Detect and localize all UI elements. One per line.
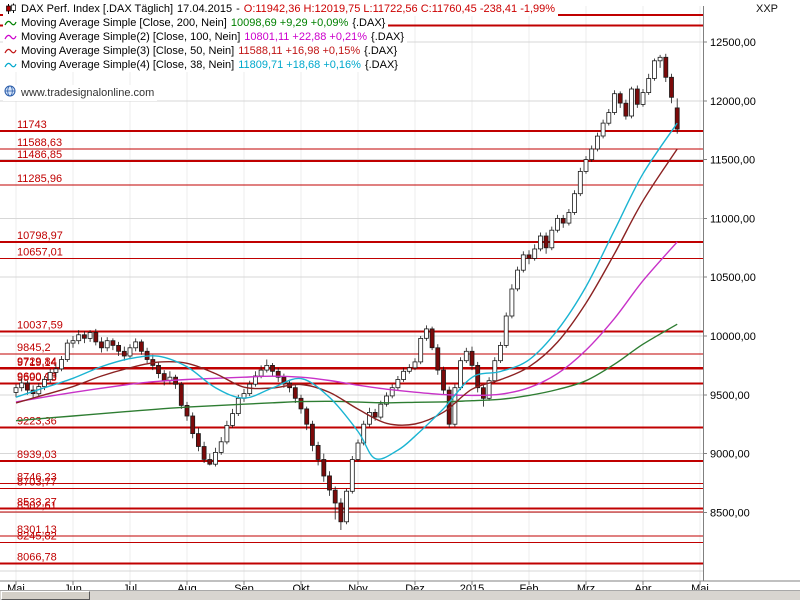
price-level-label: 11285,96 xyxy=(17,173,62,185)
price-level-label: 9845,2 xyxy=(17,342,51,354)
ma-curve-icon xyxy=(4,60,17,70)
ma-label: Moving Average Simple [Close, 200, Nein] xyxy=(21,17,227,29)
ma-legend-row-100: Moving Average Simple(2) [Close, 100, Ne… xyxy=(3,30,408,44)
price-level-label: 8301,13 xyxy=(17,524,57,536)
ma-legend-row-50: Moving Average Simple(3) [Close, 50, Nei… xyxy=(3,44,401,58)
ohlc-values: O:11942,36 H:12019,75 L:11722,56 C:11760… xyxy=(243,3,556,15)
watermark-url: www.tradesignalonline.com xyxy=(21,87,155,99)
ma-symbol-suffix: {.DAX} xyxy=(352,17,386,29)
ma-curve-icon xyxy=(4,32,17,42)
candlestick-series xyxy=(13,53,680,530)
instrument-title: DAX Perf. Index [.DAX Täglich] xyxy=(21,3,174,15)
y-axis-tick-label: 11000,00 xyxy=(710,213,755,225)
ma-values: 11809,71 +18,68 +0,16% xyxy=(238,59,361,71)
ma-legend-row-200: Moving Average Simple [Close, 200, Nein]… xyxy=(3,16,389,30)
price-level-label: 9719,14 xyxy=(17,357,57,369)
sma-38-line xyxy=(15,122,678,460)
candlestick-icon xyxy=(4,3,17,15)
price-level-label: 8502,61 xyxy=(17,500,57,512)
chart-legend: DAX Perf. Index [.DAX Täglich] 17.04.201… xyxy=(3,2,559,101)
sma-200-line xyxy=(15,323,678,422)
ma-curve-icon xyxy=(4,46,17,56)
price-level-label: 10037,59 xyxy=(17,320,63,332)
price-level-label: 9729,84 xyxy=(17,356,57,368)
y-axis-tick-label: 9000,00 xyxy=(710,449,750,461)
separator-dash: - xyxy=(236,3,240,15)
y-axis-tick-label: 9500,00 xyxy=(710,390,750,402)
ma-symbol-suffix: {.DAX} xyxy=(364,59,398,71)
h-scrollbar-thumb[interactable] xyxy=(1,591,90,600)
price-level-label: 11743 xyxy=(17,119,47,131)
ma-symbol-suffix: {.DAX} xyxy=(364,45,398,57)
price-level-label: 10798,97 xyxy=(17,230,63,242)
instrument-date: 17.04.2015 xyxy=(177,3,233,15)
price-level-label: 8939,03 xyxy=(17,449,57,461)
price-level-label: 10657,01 xyxy=(17,247,63,259)
price-level-label: 8703,77 xyxy=(17,476,57,488)
y-axis-tick-label: 12000,00 xyxy=(710,96,756,108)
price-level-label: 8746,23 xyxy=(17,471,57,483)
price-level-label: 8533,27 xyxy=(17,497,57,509)
price-level-label: 8066,78 xyxy=(17,551,57,563)
y-axis-tick-label: 10500,00 xyxy=(710,272,756,284)
sma-50-line xyxy=(15,148,678,426)
ma-values: 10098,69 +9,29 +0,09% xyxy=(230,17,349,29)
xxp-label: XXP xyxy=(755,3,778,15)
ma-symbol-suffix: {.DAX} xyxy=(371,31,405,43)
ma-curve-icon xyxy=(4,18,17,28)
price-level-label: 11588,63 xyxy=(17,137,62,149)
globe-icon xyxy=(4,85,16,101)
ma-label: Moving Average Simple(4) [Close, 38, Nei… xyxy=(21,59,235,71)
y-axis-tick-label: 10000,00 xyxy=(710,331,756,343)
h-scrollbar[interactable] xyxy=(0,590,800,600)
y-axis-tick-label: 11500,00 xyxy=(710,155,755,167)
y-axis-tick-label: 8500,00 xyxy=(710,507,750,519)
instrument-legend-row: DAX Perf. Index [.DAX Täglich] 17.04.201… xyxy=(3,2,559,16)
price-level-label: 8245,82 xyxy=(17,530,57,542)
ma-legend-row-38: Moving Average Simple(4) [Close, 38, Nei… xyxy=(3,58,401,72)
ma-label: Moving Average Simple(2) [Close, 100, Ne… xyxy=(21,31,241,43)
ma-values: 11588,11 +16,98 +0,15% xyxy=(238,45,361,57)
ma-values: 10801,11 +22,88 +0,21% xyxy=(244,31,368,43)
watermark: www.tradesignalonline.com xyxy=(3,85,158,101)
ma-label: Moving Average Simple(3) [Close, 50, Nei… xyxy=(21,45,235,57)
sma-100-line xyxy=(15,241,678,403)
price-level-label: 11486,85 xyxy=(17,149,62,161)
y-axis-tick-label: 12500,00 xyxy=(710,37,756,49)
y-axis: 12500,00 12000,00 11500,00 11000,00 10500,00… xyxy=(703,37,756,519)
